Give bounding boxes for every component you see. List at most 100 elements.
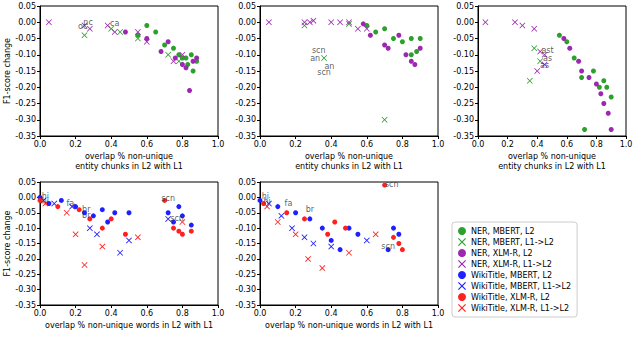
svg-text:0.4: 0.4: [325, 140, 338, 149]
svg-text:0.05: 0.05: [18, 2, 36, 11]
svg-text:-0.10: -0.10: [453, 50, 474, 59]
svg-text:-0.20: -0.20: [235, 254, 256, 263]
svg-text:0.00: 0.00: [238, 193, 256, 202]
svg-text:0.8: 0.8: [176, 140, 189, 149]
svg-text:scn: scn: [161, 194, 175, 203]
svg-text:0.8: 0.8: [590, 140, 603, 149]
svg-text:scn: scn: [317, 68, 331, 77]
svg-text:NER, MBERT, L2: NER, MBERT, L2: [471, 227, 535, 236]
svg-text:0.6: 0.6: [560, 140, 573, 149]
svg-text:0.8: 0.8: [396, 309, 409, 318]
svg-text:-0.15: -0.15: [15, 67, 36, 76]
svg-text:-0.30: -0.30: [235, 115, 256, 124]
svg-text:-0.25: -0.25: [235, 270, 256, 279]
svg-text:0.6: 0.6: [140, 309, 153, 318]
svg-text:0.2: 0.2: [69, 140, 82, 149]
svg-text:-0.25: -0.25: [15, 99, 36, 108]
svg-text:entity chunks in L2 with L1: entity chunks in L2 with L1: [498, 162, 606, 171]
svg-text:NER, MBERT, L1->L2: NER, MBERT, L1->L2: [471, 238, 554, 247]
svg-text:0.00: 0.00: [456, 18, 474, 27]
svg-text:0.00: 0.00: [238, 18, 256, 27]
svg-text:0.2: 0.2: [501, 140, 514, 149]
svg-text:0.2: 0.2: [289, 140, 302, 149]
svg-text:NER, XLM-R, L2: NER, XLM-R, L2: [471, 249, 533, 258]
svg-text:entity chunks in L2 with L1: entity chunks in L2 with L1: [75, 162, 183, 171]
svg-text:-0.20: -0.20: [15, 83, 36, 92]
svg-text:0.05: 0.05: [18, 178, 36, 187]
svg-text:-0.15: -0.15: [235, 67, 256, 76]
svg-text:0.6: 0.6: [360, 140, 373, 149]
svg-text:0.2: 0.2: [69, 309, 82, 318]
svg-text:0.05: 0.05: [456, 2, 474, 11]
svg-text:F1-score change: F1-score change: [3, 210, 12, 276]
svg-text:0.6: 0.6: [360, 309, 373, 318]
svg-text:overlap % non-unique: overlap % non-unique: [508, 152, 596, 161]
svg-text:-0.25: -0.25: [15, 270, 36, 279]
svg-text:0.05: 0.05: [238, 2, 256, 11]
svg-text:an: an: [310, 54, 320, 63]
svg-text:-0.05: -0.05: [15, 34, 36, 43]
svg-text:0.4: 0.4: [325, 309, 338, 318]
svg-text:0.05: 0.05: [238, 178, 256, 187]
svg-text:0.4: 0.4: [531, 140, 544, 149]
svg-text:WikiTitle, XLM-R, L1->L2: WikiTitle, XLM-R, L1->L2: [471, 304, 569, 313]
svg-text:overlap % non-unique: overlap % non-unique: [85, 152, 173, 161]
svg-text:hi: hi: [263, 197, 270, 206]
svg-text:1.0: 1.0: [212, 309, 225, 318]
svg-text:scn: scn: [381, 242, 395, 251]
svg-text:0.0: 0.0: [254, 309, 267, 318]
svg-text:0.2: 0.2: [289, 309, 302, 318]
svg-text:scn: scn: [385, 180, 399, 189]
svg-text:0.4: 0.4: [105, 309, 118, 318]
svg-text:0.0: 0.0: [472, 140, 485, 149]
svg-text:ca: ca: [110, 19, 119, 28]
svg-text:0.8: 0.8: [396, 140, 409, 149]
svg-text:-0.30: -0.30: [15, 285, 36, 294]
svg-text:-0.05: -0.05: [15, 208, 36, 217]
svg-text:0.0: 0.0: [34, 309, 47, 318]
svg-text:-0.05: -0.05: [453, 34, 474, 43]
svg-text:-0.10: -0.10: [15, 50, 36, 59]
svg-text:scn: scn: [170, 214, 184, 223]
svg-text:NER, XLM-R, L1->L2: NER, XLM-R, L1->L2: [471, 260, 552, 269]
svg-text:-0.10: -0.10: [235, 50, 256, 59]
svg-text:0.00: 0.00: [18, 18, 36, 27]
svg-text:-0.05: -0.05: [235, 208, 256, 217]
svg-text:WikiTitle, MBERT, L2: WikiTitle, MBERT, L2: [471, 271, 552, 280]
svg-text:0.8: 0.8: [176, 309, 189, 318]
svg-text:overlap % non-unique words in: overlap % non-unique words in L2 with L1: [45, 321, 213, 330]
svg-text:0.6: 0.6: [140, 140, 153, 149]
svg-text:-0.15: -0.15: [453, 67, 474, 76]
svg-text:-0.30: -0.30: [235, 285, 256, 294]
svg-text:overlap % non-unique: overlap % non-unique: [305, 152, 393, 161]
svg-text:fa: fa: [66, 199, 74, 208]
svg-text:fa: fa: [285, 199, 293, 208]
svg-text:1.0: 1.0: [212, 140, 225, 149]
svg-text:overlap % non-unique words in: overlap % non-unique words in L2 with L1: [265, 321, 433, 330]
svg-text:oc: oc: [78, 22, 87, 31]
svg-text:-0.25: -0.25: [235, 99, 256, 108]
svg-text:-0.25: -0.25: [453, 99, 474, 108]
svg-text:WikiTitle, MBERT, L1->L2: WikiTitle, MBERT, L1->L2: [471, 282, 571, 291]
svg-text:br: br: [306, 205, 315, 214]
svg-text:-0.30: -0.30: [453, 115, 474, 124]
svg-text:WikiTitle, XLM-R, L2: WikiTitle, XLM-R, L2: [471, 293, 550, 302]
svg-text:1.0: 1.0: [620, 140, 633, 149]
svg-text:0.00: 0.00: [18, 193, 36, 202]
svg-text:-0.10: -0.10: [15, 224, 36, 233]
svg-text:-0.05: -0.05: [235, 34, 256, 43]
svg-text:1.0: 1.0: [432, 309, 445, 318]
svg-text:-0.30: -0.30: [15, 115, 36, 124]
svg-text:0.0: 0.0: [34, 140, 47, 149]
svg-text:as: as: [540, 61, 549, 70]
svg-text:F1-score change: F1-score change: [3, 38, 12, 104]
svg-text:br: br: [82, 211, 91, 220]
svg-text:0.0: 0.0: [254, 140, 267, 149]
svg-text:-0.10: -0.10: [235, 224, 256, 233]
svg-text:-0.20: -0.20: [453, 83, 474, 92]
svg-text:hi: hi: [42, 197, 49, 206]
svg-text:0.4: 0.4: [105, 140, 118, 149]
svg-text:entity chunks in L2 with L1: entity chunks in L2 with L1: [295, 162, 403, 171]
svg-text:-0.15: -0.15: [235, 239, 256, 248]
svg-text:-0.15: -0.15: [15, 239, 36, 248]
